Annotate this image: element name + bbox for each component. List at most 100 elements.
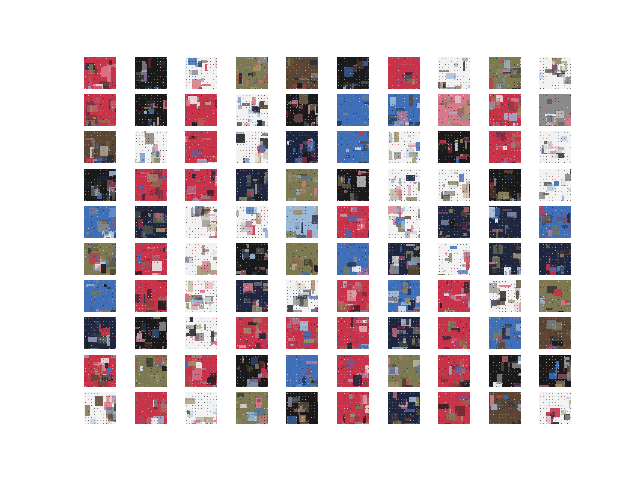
- sample-image: [539, 131, 571, 163]
- sample-image-tile: [84, 317, 116, 349]
- sample-image: [438, 355, 470, 387]
- sample-image: [185, 355, 217, 387]
- sample-image-tile: [438, 280, 470, 312]
- sample-image-tile: [388, 392, 420, 424]
- sample-image-tile: [84, 131, 116, 163]
- sample-image-tile: [84, 94, 116, 126]
- sample-image: [438, 280, 470, 312]
- sample-image-tile: [135, 169, 167, 201]
- sample-image-tile: [84, 392, 116, 424]
- sample-image-tile: [236, 243, 268, 275]
- sample-image-tile: [438, 94, 470, 126]
- sample-image: [539, 355, 571, 387]
- sample-image-tile: [539, 392, 571, 424]
- sample-image-tile: [135, 206, 167, 238]
- sample-image-tile: [388, 206, 420, 238]
- sample-image-tile: [388, 243, 420, 275]
- sample-image-tile: [286, 317, 318, 349]
- sample-image: [489, 392, 521, 424]
- sample-image-tile: [236, 131, 268, 163]
- sample-image-tile: [135, 243, 167, 275]
- sample-image: [135, 169, 167, 201]
- sample-image: [185, 131, 217, 163]
- sample-image: [337, 317, 369, 349]
- sample-image-tile: [337, 355, 369, 387]
- sample-image-tile: [438, 317, 470, 349]
- sample-image: [388, 392, 420, 424]
- sample-image: [286, 94, 318, 126]
- sample-image-tile: [489, 392, 521, 424]
- sample-image: [84, 280, 116, 312]
- sample-image-tile: [539, 169, 571, 201]
- sample-image-tile: [489, 94, 521, 126]
- sample-image-tile: [489, 131, 521, 163]
- sample-image-tile: [185, 280, 217, 312]
- sample-image-tile: [84, 169, 116, 201]
- sample-image: [286, 243, 318, 275]
- sample-image: [135, 280, 167, 312]
- sample-image: [135, 57, 167, 89]
- sample-image: [337, 131, 369, 163]
- sample-image-tile: [388, 94, 420, 126]
- sample-image-tile: [185, 392, 217, 424]
- sample-image: [388, 94, 420, 126]
- sample-image: [84, 169, 116, 201]
- sample-image: [438, 206, 470, 238]
- sample-image: [286, 355, 318, 387]
- sample-image: [388, 280, 420, 312]
- sample-image-tile: [236, 317, 268, 349]
- sample-image-tile: [286, 131, 318, 163]
- sample-image-tile: [337, 317, 369, 349]
- sample-image-tile: [135, 280, 167, 312]
- sample-image-tile: [185, 131, 217, 163]
- sample-image: [438, 94, 470, 126]
- sample-image-tile: [185, 94, 217, 126]
- sample-image-tile: [388, 57, 420, 89]
- sample-image: [236, 355, 268, 387]
- sample-image: [135, 131, 167, 163]
- sample-image-tile: [539, 131, 571, 163]
- sample-image-tile: [185, 169, 217, 201]
- sample-image: [286, 57, 318, 89]
- sample-image-tile: [489, 280, 521, 312]
- sample-image: [337, 94, 369, 126]
- sample-image-tile: [337, 392, 369, 424]
- sample-image-tile: [185, 206, 217, 238]
- sample-image-tile: [135, 355, 167, 387]
- sample-image: [236, 94, 268, 126]
- sample-image-tile: [337, 243, 369, 275]
- sample-image: [539, 206, 571, 238]
- sample-image-tile: [135, 317, 167, 349]
- sample-image: [489, 57, 521, 89]
- sample-image: [438, 169, 470, 201]
- sample-image-tile: [489, 57, 521, 89]
- sample-image: [185, 94, 217, 126]
- sample-image: [185, 392, 217, 424]
- sample-image: [539, 94, 571, 126]
- sample-image-tile: [84, 355, 116, 387]
- sample-image: [236, 392, 268, 424]
- sample-image: [236, 169, 268, 201]
- sample-image-tile: [286, 392, 318, 424]
- sample-image: [236, 243, 268, 275]
- sample-image-tile: [236, 280, 268, 312]
- sample-image: [337, 392, 369, 424]
- sample-image-tile: [438, 57, 470, 89]
- sample-image: [185, 206, 217, 238]
- sample-image: [489, 94, 521, 126]
- sample-image: [185, 280, 217, 312]
- sample-image: [489, 206, 521, 238]
- sample-image: [539, 57, 571, 89]
- sample-image-tile: [286, 243, 318, 275]
- sample-image-tile: [286, 355, 318, 387]
- sample-image: [438, 317, 470, 349]
- sample-image: [135, 94, 167, 126]
- sample-image: [388, 243, 420, 275]
- sample-image: [236, 280, 268, 312]
- sample-image-tile: [539, 280, 571, 312]
- sample-image: [135, 243, 167, 275]
- sample-image: [135, 355, 167, 387]
- sample-image: [388, 355, 420, 387]
